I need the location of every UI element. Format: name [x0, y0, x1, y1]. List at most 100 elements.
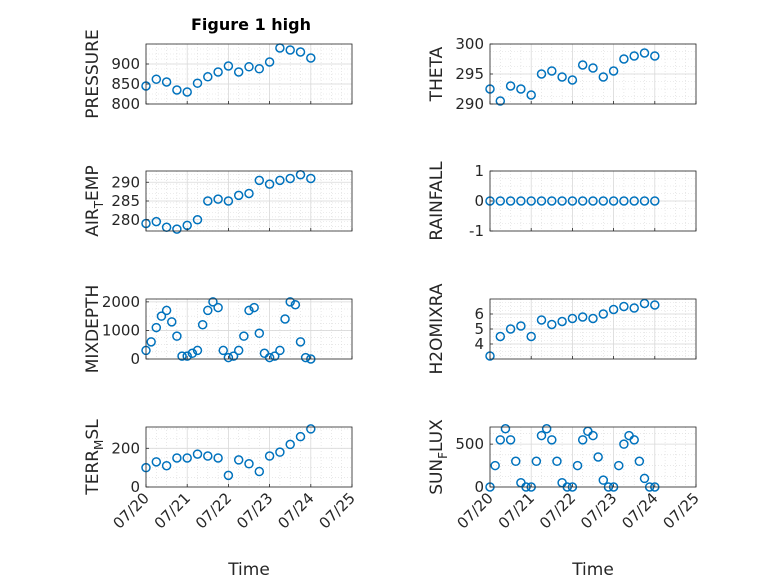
data-point — [614, 460, 624, 471]
x-axis-label: Time — [571, 560, 614, 580]
y-axis-label: SUNFLUX — [427, 419, 450, 495]
data-point — [516, 84, 526, 94]
y-tick-label: 500 — [455, 435, 484, 453]
data-point — [598, 196, 609, 206]
data-point — [495, 96, 506, 106]
axes-box — [145, 298, 353, 360]
data-point — [161, 77, 172, 87]
data-point — [156, 311, 167, 321]
data-point — [280, 314, 290, 324]
data-point — [203, 451, 213, 461]
data-point — [285, 439, 295, 450]
data-point — [233, 455, 244, 465]
data-point — [650, 51, 660, 61]
data-point — [172, 85, 182, 95]
data-point — [177, 351, 187, 361]
data-point — [598, 72, 609, 82]
data-point — [572, 460, 583, 471]
data-point — [244, 305, 254, 316]
data-point — [264, 57, 275, 67]
data-series — [141, 297, 316, 364]
y-tick-label: 4 — [474, 335, 484, 353]
y-tick-label: 5 — [474, 320, 484, 338]
data-point — [629, 303, 639, 313]
data-point — [505, 196, 516, 206]
data-point — [547, 319, 557, 330]
data-point — [547, 435, 557, 445]
y-tick-label: 800 — [111, 95, 140, 113]
y-axis-label: TERRMSL — [83, 419, 106, 496]
data-point — [254, 175, 265, 186]
data-point — [629, 196, 639, 206]
y-tick-label: 850 — [111, 75, 140, 93]
data-point — [526, 331, 536, 342]
data-point — [639, 196, 650, 206]
y-tick-label: 0 — [130, 350, 140, 368]
y-tick-label: 2000 — [102, 293, 140, 311]
data-point — [639, 473, 650, 484]
data-point — [223, 352, 234, 363]
data-point — [639, 48, 650, 58]
data-point — [172, 224, 182, 234]
data-point — [588, 63, 598, 73]
data-point — [639, 298, 650, 309]
data-point — [264, 352, 275, 363]
data-point — [285, 297, 295, 307]
minor-grid — [146, 43, 352, 105]
data-point — [172, 331, 182, 341]
data-point — [608, 304, 619, 315]
data-point — [547, 66, 557, 76]
data-point — [557, 316, 567, 327]
data-point — [588, 196, 598, 206]
data-point — [249, 302, 259, 313]
data-point — [619, 301, 629, 312]
axes-box — [489, 426, 697, 488]
data-point — [505, 324, 516, 334]
data-point — [161, 460, 172, 471]
data-point — [244, 62, 254, 72]
subplot-6: 456 H2OMIXRA — [427, 283, 697, 375]
data-point — [577, 312, 588, 322]
data-point — [306, 53, 316, 63]
data-point — [536, 430, 547, 441]
data-point — [203, 305, 213, 316]
data-point — [306, 173, 316, 184]
data-point — [531, 456, 542, 467]
data-point — [275, 447, 285, 457]
data-point — [557, 196, 567, 206]
y-tick-label: 1 — [474, 162, 484, 180]
data-point — [285, 173, 295, 184]
y-tick-label: 290 — [111, 173, 140, 191]
y-tick-label: 200 — [111, 439, 140, 457]
data-point — [203, 196, 213, 206]
y-axis-label: H2OMIXRA — [427, 283, 447, 374]
data-point — [172, 453, 182, 463]
y-tick-label: 900 — [111, 55, 140, 73]
data-point — [264, 451, 275, 461]
figure-title: Figure 1 high — [191, 15, 311, 34]
data-point — [650, 300, 660, 310]
data-point — [182, 453, 192, 463]
data-point — [505, 435, 516, 445]
data-point — [495, 196, 506, 206]
data-point — [285, 45, 295, 55]
data-point — [526, 90, 536, 100]
data-point — [254, 466, 265, 477]
data-point — [536, 315, 547, 325]
data-point — [187, 348, 198, 359]
data-point — [634, 456, 645, 467]
data-point — [167, 317, 177, 327]
data-point — [146, 337, 156, 347]
data-point — [151, 457, 162, 467]
y-axis-label: THETA — [427, 46, 447, 102]
data-point — [244, 188, 254, 199]
data-point — [619, 54, 629, 64]
data-point — [495, 331, 506, 342]
data-point — [151, 322, 162, 333]
data-point — [233, 345, 244, 356]
data-series — [485, 48, 660, 106]
data-point — [619, 196, 629, 206]
data-point — [208, 297, 218, 307]
data-point — [213, 302, 223, 313]
